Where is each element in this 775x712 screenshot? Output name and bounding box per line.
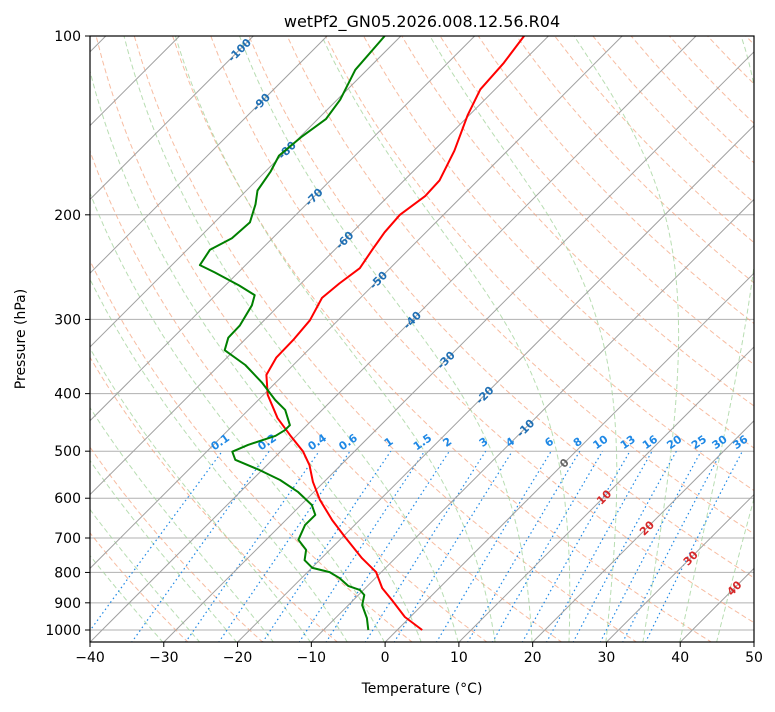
mixing-ratio-label: 25 — [689, 433, 709, 452]
y-tick-label: 800 — [54, 565, 81, 581]
x-tick-label: 20 — [524, 650, 542, 666]
dry-adiabat-line — [669, 36, 775, 643]
mixing-ratio-label: 36 — [730, 432, 750, 452]
x-tick-label: −10 — [297, 650, 327, 666]
moist-adiabat-line — [124, 36, 458, 643]
dry-adiabat-line — [555, 36, 775, 643]
x-tick-label: −40 — [75, 650, 105, 666]
mixing-ratio-line — [468, 451, 580, 642]
mixing-ratio-line — [132, 451, 270, 642]
x-tick-label: −30 — [149, 650, 179, 666]
x-tick-label: 30 — [598, 650, 616, 666]
mixing-ratio-label: 1 — [382, 435, 396, 450]
isotherm-line — [311, 36, 775, 642]
x-tick-label: −20 — [223, 650, 253, 666]
dry-adiabat-line — [0, 36, 263, 643]
dry-adiabat-line — [746, 36, 775, 643]
y-tick-label: 600 — [54, 491, 81, 507]
dry-adiabat-line — [0, 36, 338, 643]
dry-adiabat-line — [20, 36, 413, 643]
mixing-ratio-label: 0.1 — [209, 431, 232, 453]
mixing-ratio-line — [219, 451, 351, 642]
mixing-ratio-label: 20 — [664, 432, 684, 452]
isotherm-line — [0, 36, 475, 642]
background-lines — [0, 36, 775, 643]
moist-adiabat-line — [0, 36, 237, 643]
mixing-ratio-label: 10 — [591, 432, 611, 452]
mixing-ratio-line — [645, 451, 742, 642]
y-tick-label: 500 — [54, 444, 81, 460]
mixing-ratio-line — [573, 451, 676, 642]
y-axis-label: Pressure (hPa) — [13, 289, 29, 389]
isotherm-line — [0, 36, 327, 642]
isotherm-line — [459, 36, 775, 642]
x-tick-label: 40 — [671, 650, 689, 666]
mixing-ratio-label: 30 — [710, 432, 730, 452]
moist-adiabat-line — [0, 36, 200, 643]
mixing-ratio-label: 0.4 — [306, 431, 330, 453]
dry-adiabat-line — [173, 36, 713, 643]
y-tick-label: 900 — [54, 596, 81, 612]
mixing-ratio-label: 2 — [441, 435, 455, 450]
mixing-ratio-line — [81, 451, 222, 642]
mixing-ratio-label: 1.5 — [411, 431, 434, 453]
dry-adiabat-line — [440, 36, 775, 643]
mixing-ratio-line — [326, 451, 450, 642]
mixing-ratio-label: 3 — [477, 435, 491, 450]
moist-adiabat-line — [0, 36, 274, 643]
mixing-ratio-label: 16 — [640, 432, 660, 452]
axes: −40 −30 −20 −10 0 10 20 30 40 50 100 200 300 400 500 60… — [45, 29, 763, 666]
dry-adiabat-line — [517, 36, 775, 643]
y-tick-label: 700 — [54, 531, 81, 547]
plot-frame — [90, 36, 754, 642]
y-tick-label: 100 — [54, 29, 81, 45]
x-tick-label: 50 — [745, 650, 763, 666]
moist-adiabat-line — [574, 36, 679, 643]
x-tick-label: 0 — [381, 650, 390, 666]
mixing-ratio-line — [436, 451, 551, 642]
x-axis-label: Temperature (°C) — [361, 681, 483, 697]
moist-adiabat-line — [0, 36, 311, 643]
isotherm-line — [16, 36, 622, 642]
isotherm-line — [754, 36, 775, 642]
mixing-ratio-label: 13 — [618, 433, 638, 452]
moist-adiabat-line — [16, 36, 348, 643]
isotherm-line — [680, 36, 775, 642]
y-tick-label: 400 — [54, 387, 81, 403]
dry-adiabat-line — [708, 36, 775, 643]
mixing-ratio-line — [394, 451, 512, 642]
isotherm-line — [385, 36, 775, 642]
moist-adiabat-line — [717, 36, 775, 643]
chart-title: wetPf2_GN05.2026.008.12.56.R04 — [284, 12, 560, 32]
profile-series — [200, 36, 524, 630]
isotherm-line — [0, 36, 253, 642]
x-tick-label: 10 — [450, 650, 468, 666]
mixing-ratio-line — [299, 451, 425, 642]
y-tick-label: 1000 — [45, 623, 81, 639]
dry-adiabat-line — [478, 36, 775, 643]
y-tick-label: 300 — [54, 312, 81, 328]
mixing-ratio-line — [623, 451, 722, 642]
dry-adiabat-line — [593, 36, 775, 643]
moist-adiabat-line — [322, 36, 570, 643]
isotherm-line — [90, 36, 696, 642]
y-tick-label: 200 — [54, 208, 81, 224]
isotherm-line — [0, 36, 401, 642]
temperature-profile-line — [266, 36, 524, 630]
mixing-ratio-line — [600, 451, 701, 642]
